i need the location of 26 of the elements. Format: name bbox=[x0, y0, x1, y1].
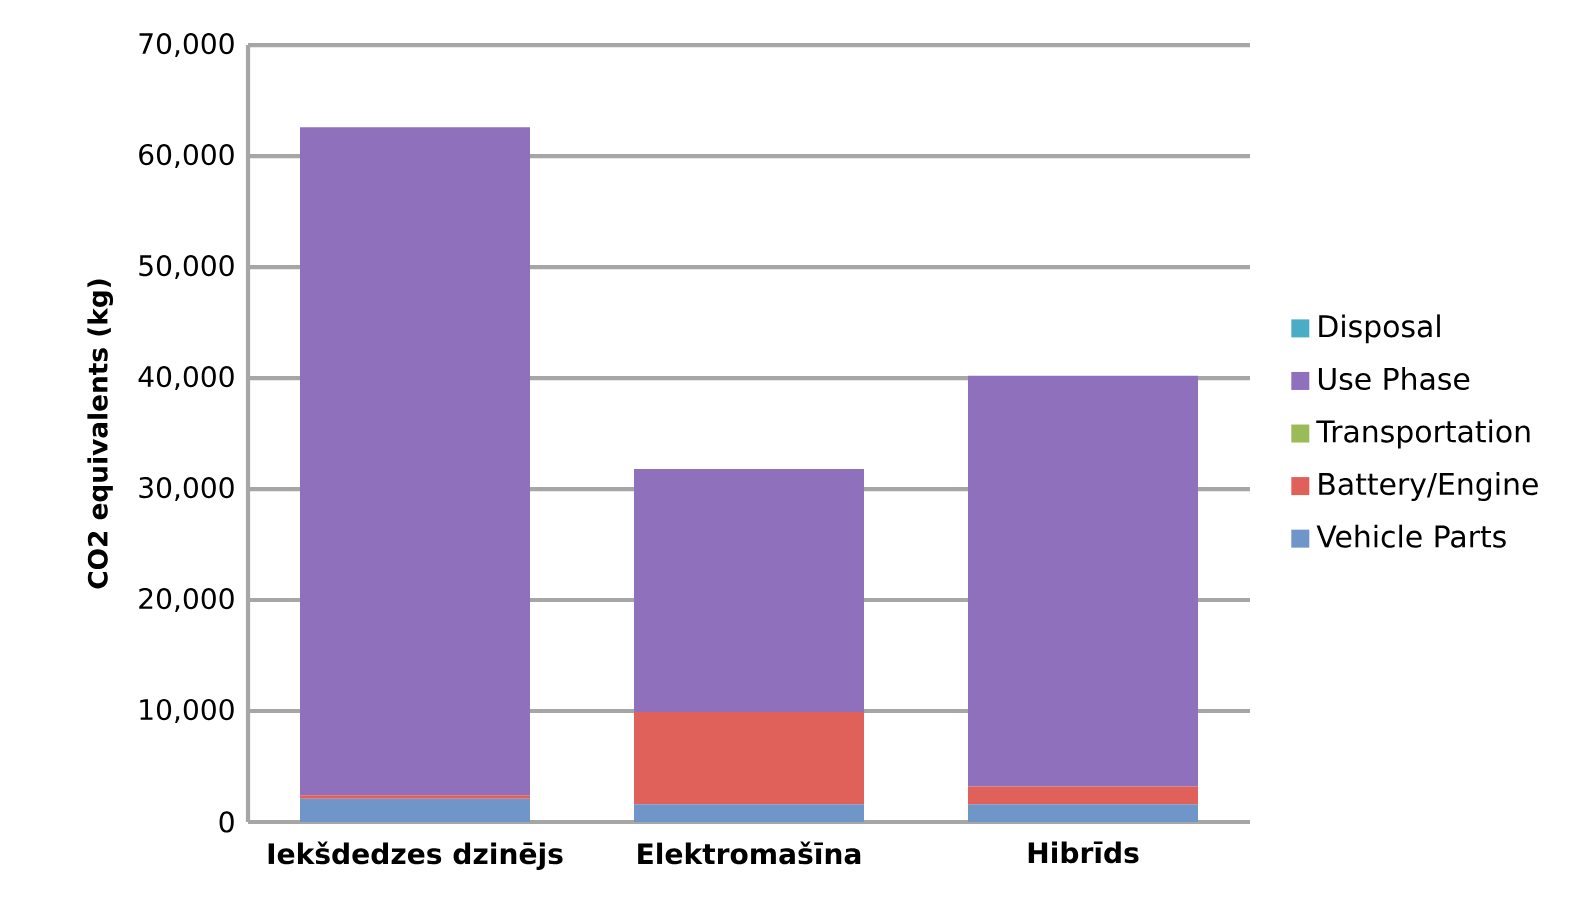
x-tick-label: Elektromašīna bbox=[638, 841, 861, 865]
bar bbox=[634, 804, 864, 822]
y-tick-label: 60,000 bbox=[139, 143, 234, 169]
bar bbox=[300, 798, 531, 822]
y-tick-label: 20,000 bbox=[139, 587, 234, 613]
bar bbox=[300, 127, 531, 796]
bar bbox=[300, 795, 531, 799]
y-tick-label: 0 bbox=[219, 811, 234, 833]
y-tick-label: 40,000 bbox=[138, 365, 234, 391]
x-tick-label: Hibrīds bbox=[1028, 841, 1139, 864]
bar bbox=[634, 712, 864, 805]
legend-label: Use Phase bbox=[1318, 366, 1470, 391]
legend-label: Transportation bbox=[1316, 419, 1530, 449]
bar bbox=[634, 469, 864, 713]
legend-label: Vehicle Parts bbox=[1316, 524, 1506, 548]
bar bbox=[968, 786, 1199, 805]
legend-label: Disposal bbox=[1319, 314, 1440, 344]
y-tick-label: 30,000 bbox=[139, 476, 234, 502]
bar bbox=[968, 375, 1199, 787]
y-tick-label: 70,000 bbox=[139, 32, 234, 58]
y-tick-label: 50,000 bbox=[139, 254, 234, 280]
y-axis-title: CO2 equivalents (kg) bbox=[87, 279, 114, 589]
bar bbox=[968, 804, 1199, 822]
legend-label: Battery/Engine bbox=[1319, 472, 1538, 502]
y-tick-label: 10,000 bbox=[140, 698, 234, 724]
x-tick-label: Iekšdedzes dzinējs bbox=[268, 841, 563, 870]
